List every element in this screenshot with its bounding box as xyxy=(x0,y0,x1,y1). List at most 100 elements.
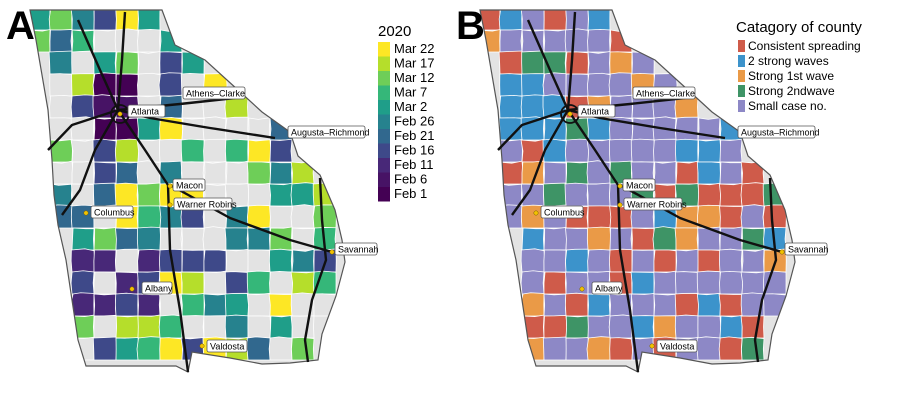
county-region xyxy=(137,28,161,53)
county-region xyxy=(543,271,567,295)
county-region xyxy=(93,271,117,295)
panel-letter-a: A xyxy=(6,4,35,48)
county-region xyxy=(631,51,655,75)
county-region xyxy=(224,314,250,339)
county-region xyxy=(718,293,743,317)
county-region xyxy=(696,270,721,295)
legend-swatch xyxy=(738,70,745,82)
county-region xyxy=(719,205,743,229)
county-region xyxy=(587,293,611,317)
county-region xyxy=(159,337,184,361)
county-region xyxy=(181,227,205,251)
county-region xyxy=(586,117,611,141)
county-region xyxy=(136,182,161,207)
highway-line xyxy=(526,19,570,111)
county-region xyxy=(70,292,95,317)
county-region xyxy=(92,72,117,97)
county-region xyxy=(564,138,590,163)
legend-label: Small case no. xyxy=(748,99,827,113)
county-region xyxy=(718,182,743,207)
city-label-box xyxy=(540,205,584,219)
county-region xyxy=(92,336,118,361)
legend-swatch xyxy=(378,71,390,86)
panel-b: B Atlanta Athens–Clarke Augusta–Richmond Ma… xyxy=(450,0,900,400)
county-region xyxy=(587,10,611,31)
county-region xyxy=(290,204,315,229)
city-label: Valdosta xyxy=(210,342,244,352)
county-region xyxy=(609,51,633,75)
county-region xyxy=(587,205,612,229)
city-dot xyxy=(129,286,135,292)
city-dot xyxy=(617,183,623,189)
city-label: Macon xyxy=(176,181,203,191)
city-label-box xyxy=(591,281,623,295)
county-region xyxy=(697,182,722,207)
county-region xyxy=(159,138,183,163)
county-region xyxy=(70,94,95,119)
county-region xyxy=(225,160,249,185)
state-outline xyxy=(29,9,346,373)
county-region xyxy=(71,50,95,75)
legend-swatch xyxy=(378,143,390,158)
county-region xyxy=(93,249,117,273)
county-region xyxy=(225,116,249,141)
county-region xyxy=(718,248,743,273)
city-dot xyxy=(533,210,539,216)
city-label-box xyxy=(182,86,246,100)
county-region xyxy=(631,117,655,141)
county-region xyxy=(653,293,677,317)
county-region xyxy=(290,160,315,185)
county-region xyxy=(268,182,293,207)
city-label-box xyxy=(334,242,378,256)
county-region xyxy=(115,337,140,361)
county-region xyxy=(181,249,205,273)
county-region xyxy=(115,248,139,273)
county-region xyxy=(136,117,161,141)
county-region xyxy=(246,292,272,317)
legend-swatch xyxy=(378,42,390,57)
highway-line xyxy=(497,108,569,151)
county-region xyxy=(653,138,677,163)
county-region xyxy=(137,72,162,97)
legend-label: Strong 2ndwave xyxy=(748,84,835,98)
city-dot xyxy=(167,183,173,189)
county-region xyxy=(741,336,765,361)
city-dot xyxy=(567,111,573,117)
highway-line xyxy=(567,109,640,373)
county-region xyxy=(246,336,271,361)
legend-label: Mar 17 xyxy=(394,56,434,71)
legend-b-title: Catagory of county xyxy=(736,19,862,36)
city-label: Columbus xyxy=(544,208,585,218)
city-label: Valdosta xyxy=(660,342,694,352)
county-region xyxy=(247,139,272,163)
city-label-box xyxy=(737,125,816,139)
county-region xyxy=(521,73,545,97)
highway-line xyxy=(116,11,127,111)
county-region xyxy=(71,73,95,97)
county-region xyxy=(225,248,249,273)
city-label-box xyxy=(577,104,616,118)
county-region xyxy=(520,10,545,31)
city-label: Atlanta xyxy=(581,107,609,117)
highway-line xyxy=(566,11,577,111)
county-region xyxy=(114,182,139,207)
county-region xyxy=(565,227,589,251)
county-region xyxy=(542,138,567,163)
county-region xyxy=(180,271,205,295)
county-region xyxy=(115,10,139,31)
county-region xyxy=(48,204,73,229)
county-region xyxy=(543,161,567,185)
city-dot xyxy=(83,210,89,216)
legend-label: Feb 21 xyxy=(394,128,434,143)
county-region xyxy=(115,161,140,185)
county-region xyxy=(114,292,139,317)
legend-swatch xyxy=(738,55,745,67)
city-label: Warner Robins xyxy=(177,200,237,210)
county-region xyxy=(159,28,183,53)
county-region xyxy=(719,270,744,295)
county-region xyxy=(719,314,743,339)
county-region xyxy=(587,51,611,75)
legend-swatch xyxy=(378,85,390,100)
county-region xyxy=(499,94,523,119)
city-label: Athens–Clarke xyxy=(636,89,695,99)
